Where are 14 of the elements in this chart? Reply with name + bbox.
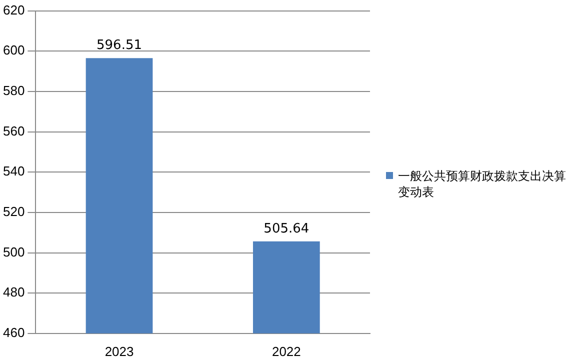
y-tick-label: 500 xyxy=(2,244,25,260)
y-tick-label: 560 xyxy=(2,123,25,138)
legend-label: 一般公共预算财政拨款支出决算变动表 xyxy=(398,168,566,200)
y-tick-label: 520 xyxy=(2,204,25,220)
data-label: 505.64 xyxy=(264,221,310,236)
y-tick-label: 460 xyxy=(2,324,25,340)
y-tick-label: 600 xyxy=(2,42,25,58)
y-tick-label: 580 xyxy=(2,83,25,98)
x-tick-label: 2023 xyxy=(104,344,134,359)
y-tick-label: 540 xyxy=(2,164,25,179)
data-label: 596.51 xyxy=(96,38,142,54)
x-tick-label: 2022 xyxy=(272,344,301,359)
y-tick-label: 480 xyxy=(2,284,25,300)
y-tick-label: 620 xyxy=(2,2,25,18)
